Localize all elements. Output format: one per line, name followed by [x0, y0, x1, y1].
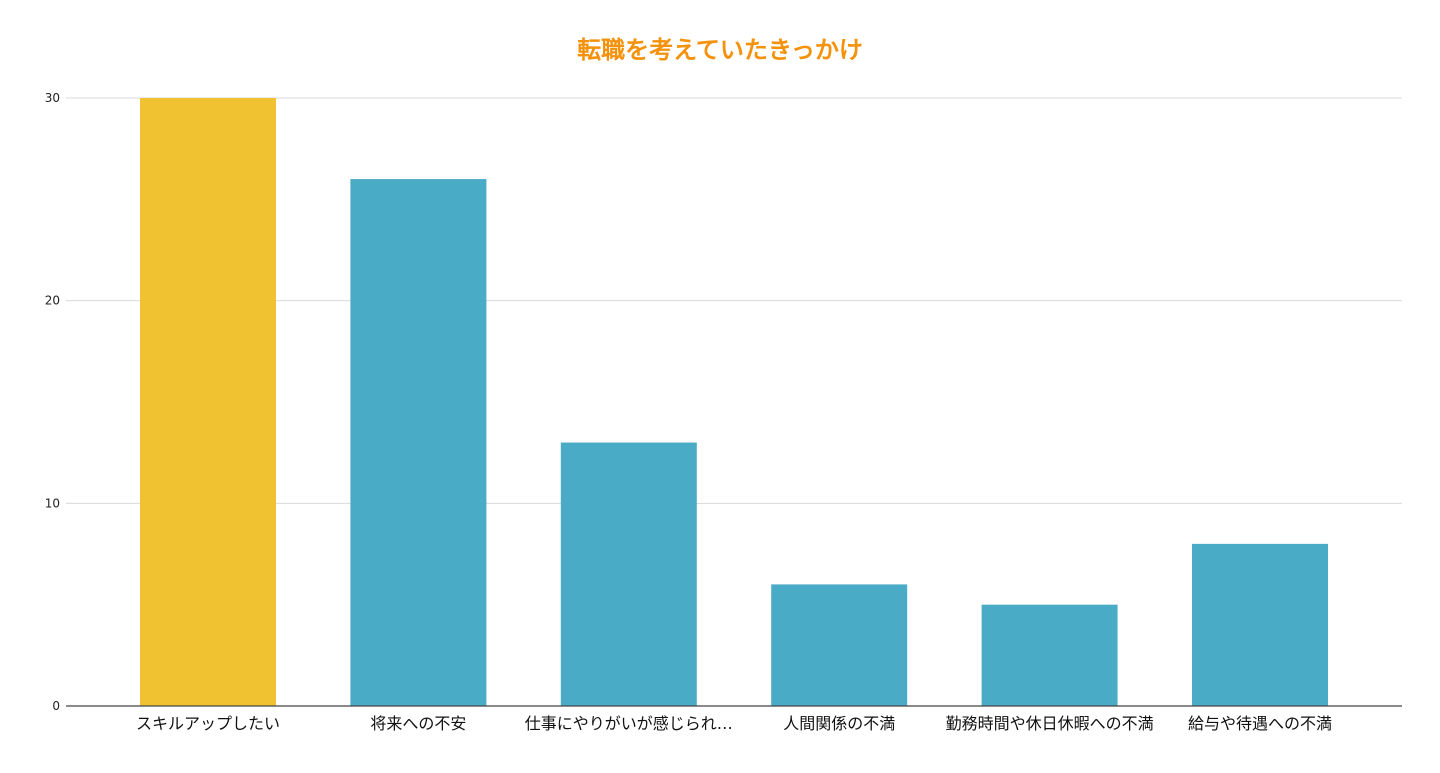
bar [560, 442, 697, 706]
bar [350, 179, 487, 707]
y-axis-tick-labels: 0 10 20 30 [45, 91, 60, 713]
bars [140, 98, 1328, 707]
gridlines [66, 97, 1402, 504]
x-category-label: 仕事にやりがいが感じられ… [525, 714, 733, 733]
chart-title: 転職を考えていたきっかけ [577, 36, 863, 64]
x-category-label: 将来への不安 [370, 714, 466, 733]
bar [1192, 543, 1328, 706]
bar [140, 98, 276, 706]
x-axis-category-labels: スキルアップしたい 将来への不安 仕事にやりがいが感じられ… 人間関係の不満 勤務時間や… [136, 714, 1332, 733]
bar [771, 584, 908, 706]
y-tick-label: 0 [52, 699, 60, 713]
bar [981, 604, 1118, 706]
y-tick-label: 10 [45, 496, 60, 510]
x-category-label: 勤務時間や休日休暇への不満 [946, 714, 1154, 733]
x-category-label: 人間関係の不満 [783, 714, 895, 733]
y-tick-label: 20 [45, 294, 60, 308]
x-category-label: スキルアップしたい [136, 714, 280, 733]
y-tick-label: 30 [45, 91, 60, 105]
x-category-label: 給与や待遇への不満 [1188, 714, 1332, 733]
